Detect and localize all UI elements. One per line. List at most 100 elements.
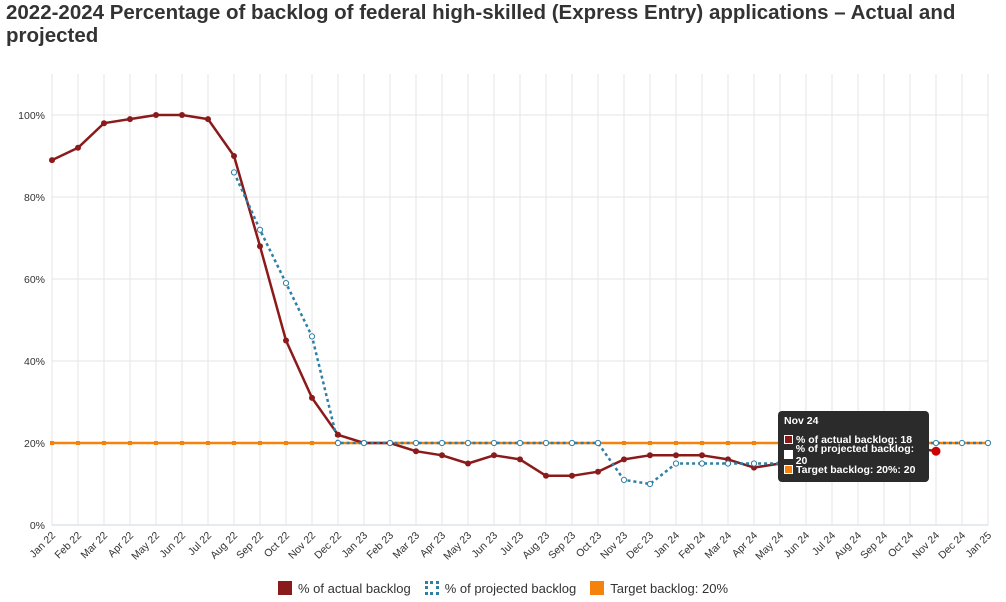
data-point-series-0[interactable]	[205, 116, 211, 123]
tooltip-swatch-actual	[784, 435, 793, 444]
data-point-series-0[interactable]	[309, 394, 315, 401]
x-tick-label: May 24	[753, 530, 786, 563]
data-point-series-2[interactable]	[648, 441, 652, 445]
chart-title: 2022-2024 Percentage of backlog of feder…	[6, 1, 956, 47]
tooltip-title: Nov 24	[784, 415, 819, 427]
legend-label-projected: % of projected backlog	[444, 580, 577, 596]
data-point-series-1[interactable]	[230, 169, 238, 176]
data-point-series-0[interactable]	[75, 144, 81, 151]
x-tick-label: Jun 22	[157, 530, 188, 561]
data-point-series-1[interactable]	[464, 439, 472, 447]
legend-item-projected[interactable]: % of projected backlog	[424, 580, 577, 596]
data-point-series-0[interactable]	[699, 452, 705, 459]
data-point-series-2[interactable]	[310, 441, 314, 445]
data-point-series-1[interactable]	[750, 460, 758, 467]
data-point-series-2[interactable]	[154, 441, 158, 445]
hover-point[interactable]	[931, 446, 941, 456]
data-point-series-0[interactable]	[673, 452, 679, 459]
x-tick-label: Aug 24	[832, 530, 864, 562]
data-point-series-1[interactable]	[308, 333, 316, 340]
x-tick-label: Jan 24	[651, 530, 682, 561]
x-tick-label: Nov 23	[598, 530, 630, 562]
data-point-series-0[interactable]	[413, 448, 419, 455]
y-tick-label: 100%	[18, 110, 45, 122]
data-point-series-0[interactable]	[257, 243, 263, 250]
tooltip-swatch-projected	[784, 450, 793, 459]
x-tick-label: Nov 24	[910, 530, 942, 562]
x-tick-label: Jun 24	[781, 530, 812, 561]
data-point-series-1[interactable]	[282, 280, 290, 287]
data-point-series-1[interactable]	[542, 439, 550, 447]
data-point-series-2[interactable]	[258, 441, 262, 445]
data-point-series-1[interactable]	[256, 226, 264, 233]
data-point-series-0[interactable]	[179, 112, 185, 118]
data-point-series-0[interactable]	[283, 337, 289, 344]
data-point-series-0[interactable]	[231, 153, 237, 159]
data-point-series-0[interactable]	[439, 452, 445, 459]
data-point-series-2[interactable]	[128, 441, 132, 445]
legend-item-actual[interactable]: % of actual backlog	[277, 580, 411, 596]
x-tick-label: Mar 23	[391, 530, 423, 562]
data-point-series-1[interactable]	[594, 439, 602, 447]
data-point-series-0[interactable]	[127, 116, 133, 123]
data-point-series-0[interactable]	[335, 431, 341, 438]
data-point-series-0[interactable]	[621, 456, 627, 463]
data-point-series-1[interactable]	[438, 439, 446, 447]
data-point-series-0[interactable]	[465, 460, 471, 467]
data-point-series-1[interactable]	[490, 439, 498, 447]
data-point-series-0[interactable]	[543, 472, 549, 479]
data-point-series-2[interactable]	[50, 441, 54, 445]
data-point-series-1[interactable]	[646, 480, 654, 488]
series-line-1[interactable]	[232, 171, 988, 486]
data-point-series-2[interactable]	[752, 441, 756, 445]
data-point-series-2[interactable]	[102, 441, 106, 445]
data-point-series-2[interactable]	[726, 441, 730, 445]
data-point-series-1[interactable]	[516, 439, 524, 447]
x-tick-label: Jan 23	[339, 530, 370, 561]
data-point-series-2[interactable]	[674, 441, 678, 445]
x-tick-label: Sep 23	[546, 530, 578, 562]
x-tick-label: Sep 24	[858, 530, 890, 562]
x-tick-label: Dec 22	[312, 530, 344, 562]
data-point-series-2[interactable]	[284, 441, 288, 445]
data-point-series-1[interactable]	[672, 460, 680, 467]
x-tick-label: Feb 22	[53, 530, 85, 562]
data-point-series-1[interactable]	[412, 439, 420, 447]
data-point-series-0[interactable]	[569, 472, 575, 479]
x-tick-label: Dec 24	[936, 530, 968, 562]
data-point-series-1[interactable]	[620, 476, 628, 483]
data-point-series-0[interactable]	[101, 120, 107, 127]
data-point-series-1[interactable]	[568, 439, 576, 447]
x-tick-label: Feb 23	[365, 530, 397, 562]
data-point-series-1[interactable]	[386, 439, 394, 447]
chart-legend: % of actual backlog % of projected backl…	[0, 578, 1006, 598]
data-point-series-2[interactable]	[700, 441, 704, 445]
data-point-series-2[interactable]	[76, 441, 80, 445]
data-point-series-0[interactable]	[49, 157, 55, 164]
data-point-series-1[interactable]	[360, 439, 368, 447]
data-point-series-1[interactable]	[984, 439, 992, 447]
legend-label-target: Target backlog: 20%	[610, 580, 729, 596]
tooltip-label-target: Target backlog: 20%: 20	[796, 463, 916, 476]
data-point-series-1[interactable]	[698, 460, 706, 467]
data-point-series-2[interactable]	[206, 441, 210, 445]
data-point-series-0[interactable]	[517, 456, 523, 463]
legend-item-target[interactable]: Target backlog: 20%	[590, 581, 728, 596]
x-tick-label: Mar 22	[79, 530, 111, 562]
legend-label-actual: % of actual backlog	[297, 580, 411, 596]
data-point-series-1[interactable]	[334, 439, 342, 447]
x-tick-label: Sep 22	[234, 530, 266, 562]
data-point-series-2[interactable]	[180, 441, 184, 445]
data-point-series-0[interactable]	[153, 112, 159, 118]
data-point-series-2[interactable]	[622, 441, 626, 445]
data-point-series-0[interactable]	[647, 452, 653, 459]
data-point-series-0[interactable]	[595, 468, 601, 475]
data-point-series-1[interactable]	[724, 460, 732, 467]
data-point-series-2[interactable]	[232, 441, 236, 445]
x-tick-label: May 22	[129, 530, 162, 563]
data-point-series-1[interactable]	[958, 439, 966, 447]
data-point-series-0[interactable]	[491, 452, 497, 459]
data-point-series-1[interactable]	[932, 439, 940, 447]
